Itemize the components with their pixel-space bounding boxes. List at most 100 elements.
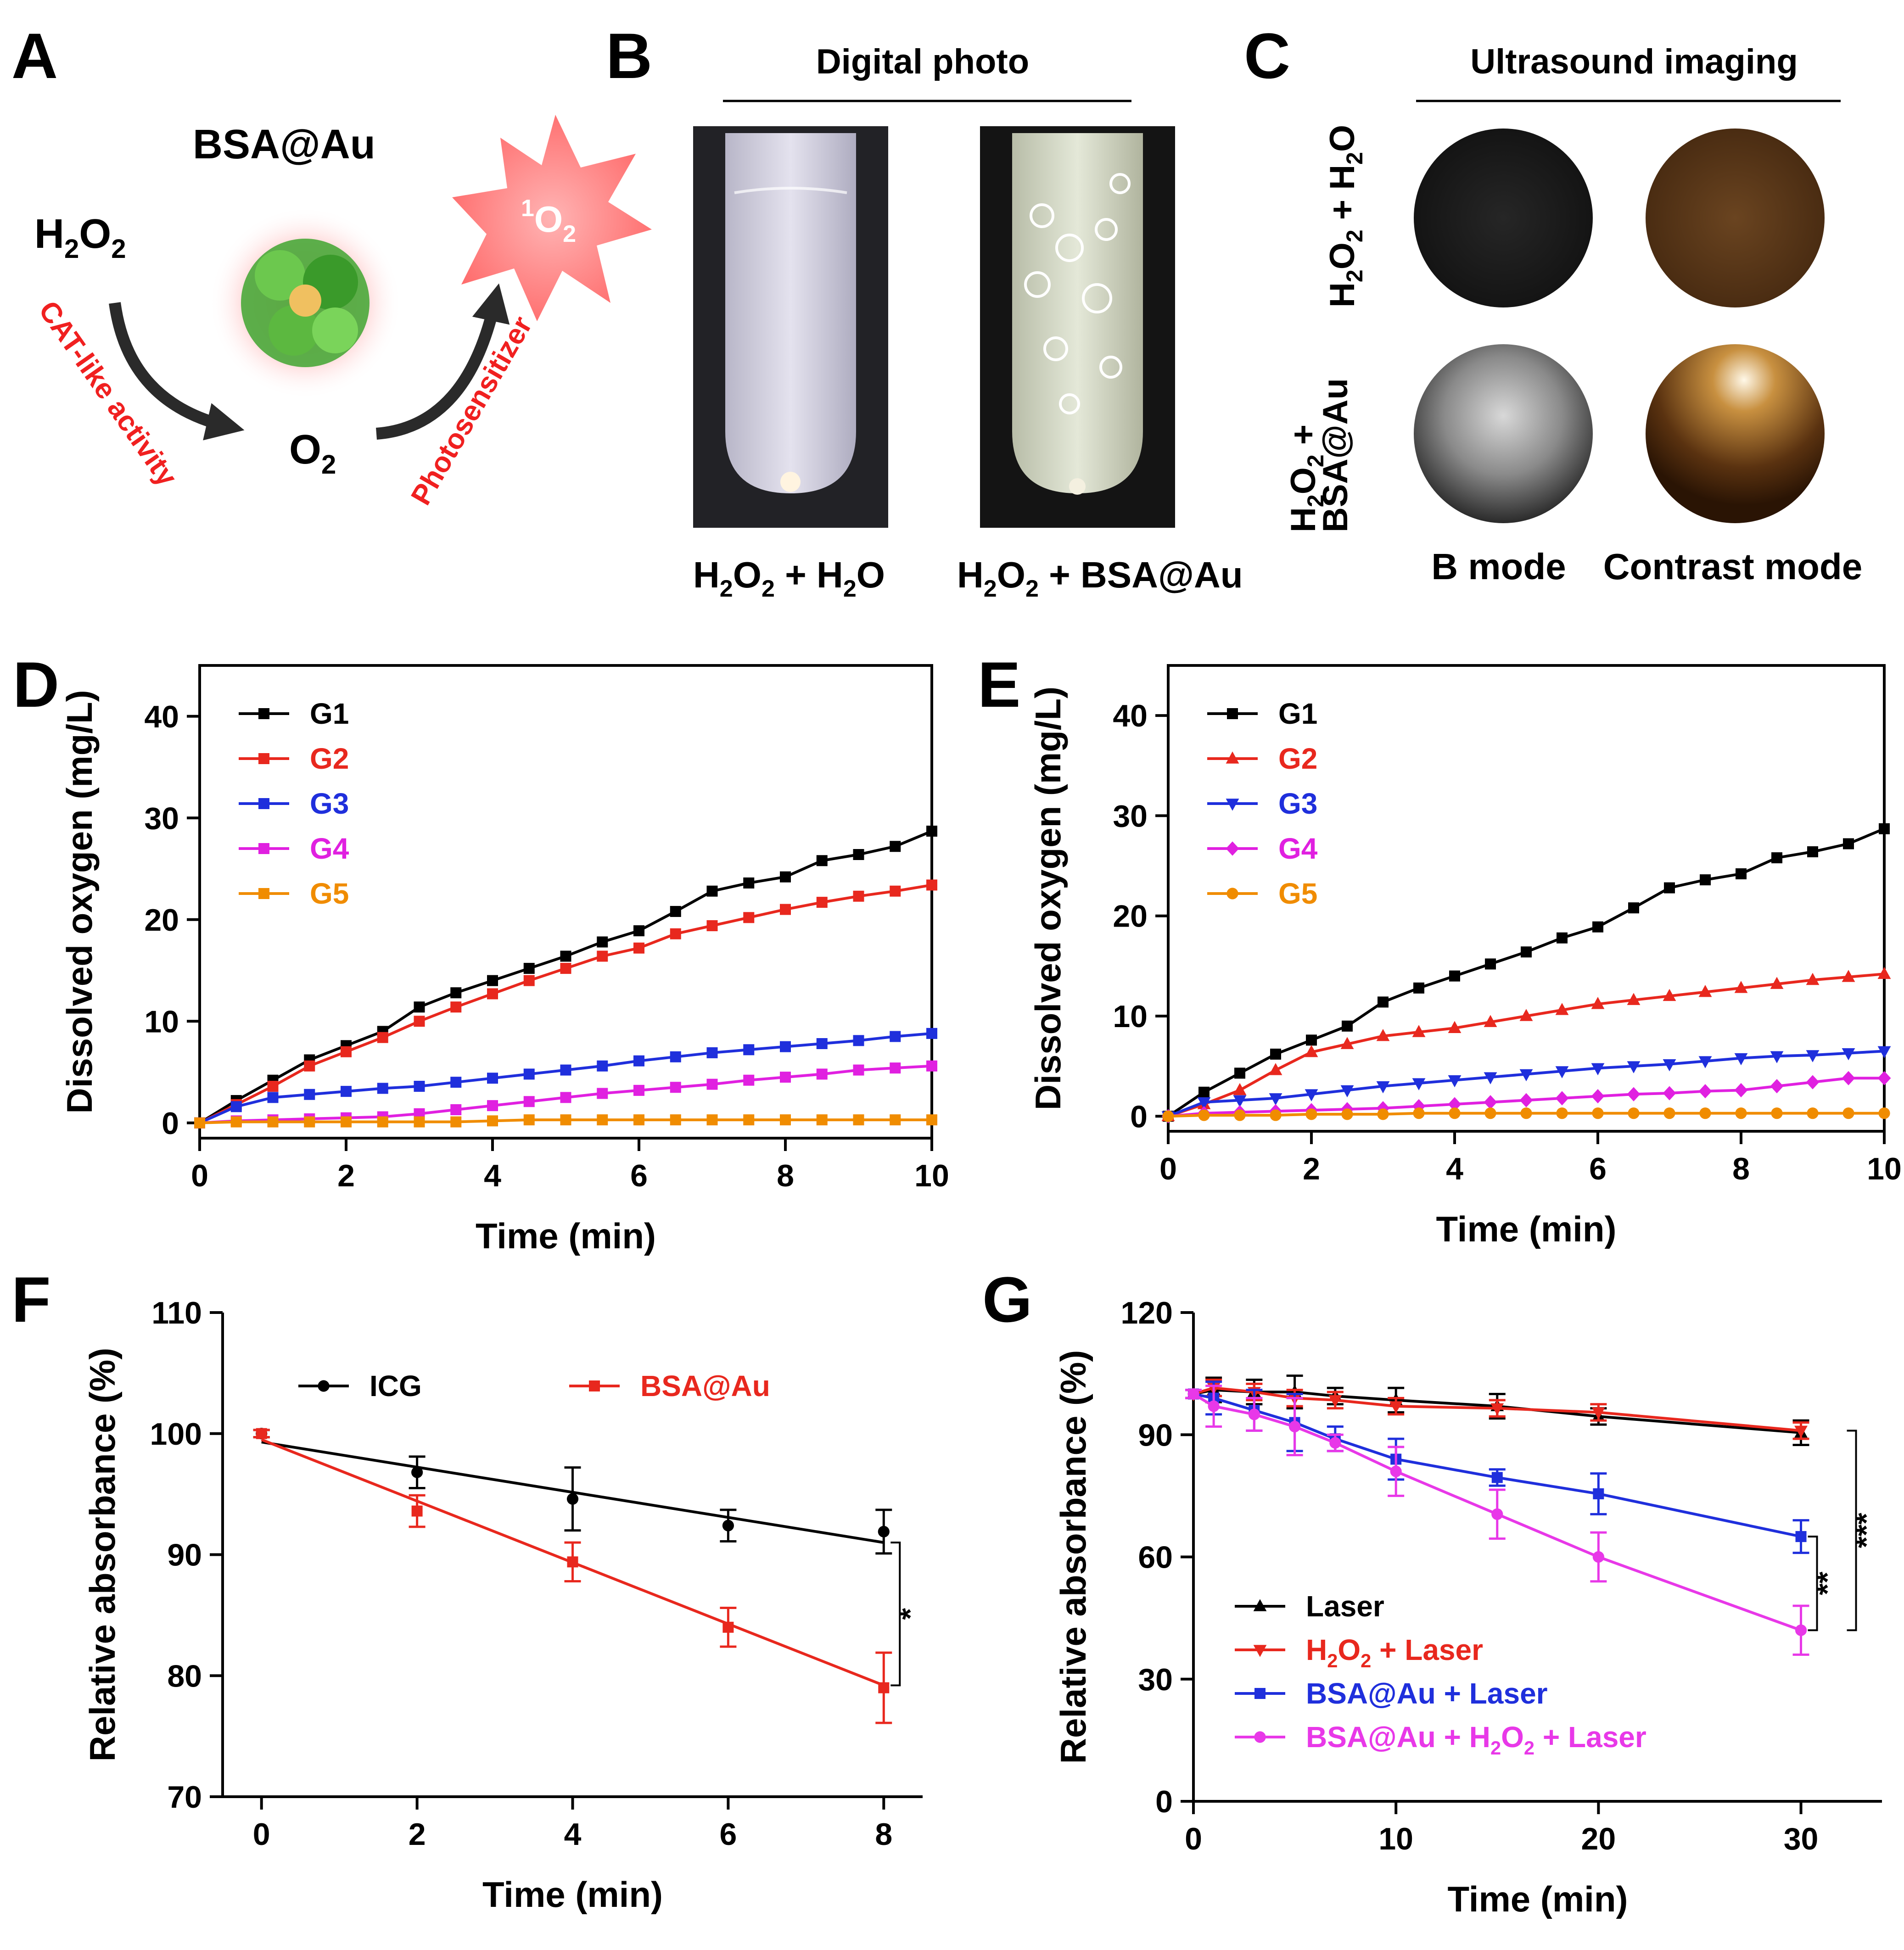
data-point xyxy=(1270,1109,1282,1121)
data-point xyxy=(1485,958,1496,970)
data-point xyxy=(1771,852,1782,864)
x-tick-label: 4 xyxy=(484,1158,501,1193)
singlet-oxygen-label: 1O2 xyxy=(521,195,576,247)
data-point xyxy=(597,1060,608,1072)
panel-a: A BSA@Au H2O2 CAT-like activity O2 Photo… xyxy=(11,20,652,510)
panel-label-c: C xyxy=(1244,20,1290,92)
data-point xyxy=(1519,1093,1533,1107)
data-point xyxy=(267,1116,279,1128)
y-tick-label: 0 xyxy=(1155,1784,1173,1819)
data-point xyxy=(890,1062,901,1074)
data-point xyxy=(1664,882,1675,894)
data-point xyxy=(743,1074,755,1086)
legend-marker xyxy=(589,1380,600,1391)
col-label-bmode: B mode xyxy=(1431,546,1566,587)
y-tick-label: 40 xyxy=(144,699,179,734)
data-point xyxy=(1806,1075,1820,1090)
series-g2 xyxy=(1161,967,1891,1122)
data-point xyxy=(414,1016,425,1027)
data-point xyxy=(1628,1107,1640,1119)
legend-label: ICG xyxy=(370,1369,422,1402)
data-point xyxy=(597,1088,608,1099)
data-point xyxy=(890,841,901,852)
plot-frame xyxy=(198,664,933,1140)
x-axis-label: Time (min) xyxy=(476,1216,656,1256)
data-point xyxy=(194,1117,205,1129)
data-point xyxy=(1234,1067,1245,1079)
ps-arrow xyxy=(376,283,510,440)
data-point xyxy=(1448,1097,1462,1112)
data-point xyxy=(1807,846,1818,857)
data-point xyxy=(1329,1437,1341,1449)
data-point xyxy=(633,1055,644,1067)
legend-item: H2O2 + Laser xyxy=(1235,1633,1483,1671)
data-point xyxy=(1306,1034,1317,1046)
y-tick-label: 110 xyxy=(151,1296,202,1330)
data-point xyxy=(1878,1107,1890,1119)
x-axis-label: Time (min) xyxy=(1448,1879,1628,1919)
series-h2o2-laser xyxy=(1185,1378,1809,1440)
x-axis-label: Time (min) xyxy=(1436,1209,1617,1249)
data-point xyxy=(670,1082,681,1093)
x-axis-label: Time (min) xyxy=(482,1874,663,1915)
tube-caption-bsa-au: H2O2 + BSA@Au xyxy=(957,554,1243,602)
data-point xyxy=(1305,1089,1318,1101)
legend-item: G5 xyxy=(1207,877,1317,910)
data-point xyxy=(706,1047,718,1058)
data-point xyxy=(1627,1087,1641,1101)
panel-label-g: G xyxy=(982,1263,1032,1335)
data-point xyxy=(450,987,462,999)
data-point xyxy=(1305,1108,1317,1120)
data-point xyxy=(926,1060,937,1072)
panel-b: B Digital photo H2O2 + H2O H2O2 xyxy=(606,20,1243,602)
us-bmode-bsa-au xyxy=(1414,344,1593,523)
legend-item: G4 xyxy=(239,832,349,865)
legend-marker xyxy=(1226,799,1239,811)
legend-label: G4 xyxy=(1278,832,1318,865)
legend-item: G3 xyxy=(1207,787,1317,820)
legend-item: BSA@Au + Laser xyxy=(1235,1677,1548,1710)
data-point xyxy=(816,1068,828,1080)
data-point xyxy=(853,1114,864,1126)
significance-label: ** xyxy=(1810,1571,1844,1595)
data-point xyxy=(1735,1107,1747,1119)
legend-marker xyxy=(258,753,269,764)
data-point xyxy=(1305,1045,1318,1057)
y-tick-label: 40 xyxy=(1113,698,1148,733)
data-point xyxy=(1376,1081,1390,1094)
legend-marker xyxy=(1253,1599,1267,1611)
tube-caption-water: H2O2 + H2O xyxy=(693,554,885,602)
data-point xyxy=(878,1682,890,1693)
data-point xyxy=(722,1520,734,1531)
svg-text:O2: O2 xyxy=(289,427,336,480)
y-tick-label: 100 xyxy=(150,1417,202,1452)
legend-item: G3 xyxy=(239,787,349,820)
chart-e: E 0 2 4 6 8 10 0 10 20 30 40 Time (min) Dissolved oxy… xyxy=(978,648,1902,1249)
data-point xyxy=(1592,1107,1604,1119)
data-point xyxy=(1269,1063,1282,1075)
data-point xyxy=(1288,1420,1301,1433)
data-point xyxy=(1390,1465,1402,1477)
data-point xyxy=(523,1068,535,1080)
legend-label: G2 xyxy=(310,742,349,775)
y-tick-label: 0 xyxy=(162,1106,179,1141)
legend-marker xyxy=(258,843,269,854)
data-point xyxy=(304,1060,315,1072)
x-tick-label: 6 xyxy=(630,1158,648,1193)
data-point xyxy=(633,942,644,954)
data-point xyxy=(670,906,681,917)
data-point xyxy=(1448,1021,1462,1033)
data-point xyxy=(926,1114,937,1126)
x-tick-label: 2 xyxy=(1303,1151,1320,1186)
data-point xyxy=(1698,984,1712,997)
data-point xyxy=(487,1073,498,1084)
data-point xyxy=(567,1556,578,1568)
series-g3 xyxy=(194,1028,937,1129)
data-point xyxy=(743,877,755,889)
data-point xyxy=(1413,1107,1425,1119)
data-point xyxy=(230,1116,242,1128)
panel-label-a: A xyxy=(11,20,58,92)
legend-marker xyxy=(1253,1645,1267,1657)
ps-label: Photosensitizer xyxy=(405,311,538,510)
